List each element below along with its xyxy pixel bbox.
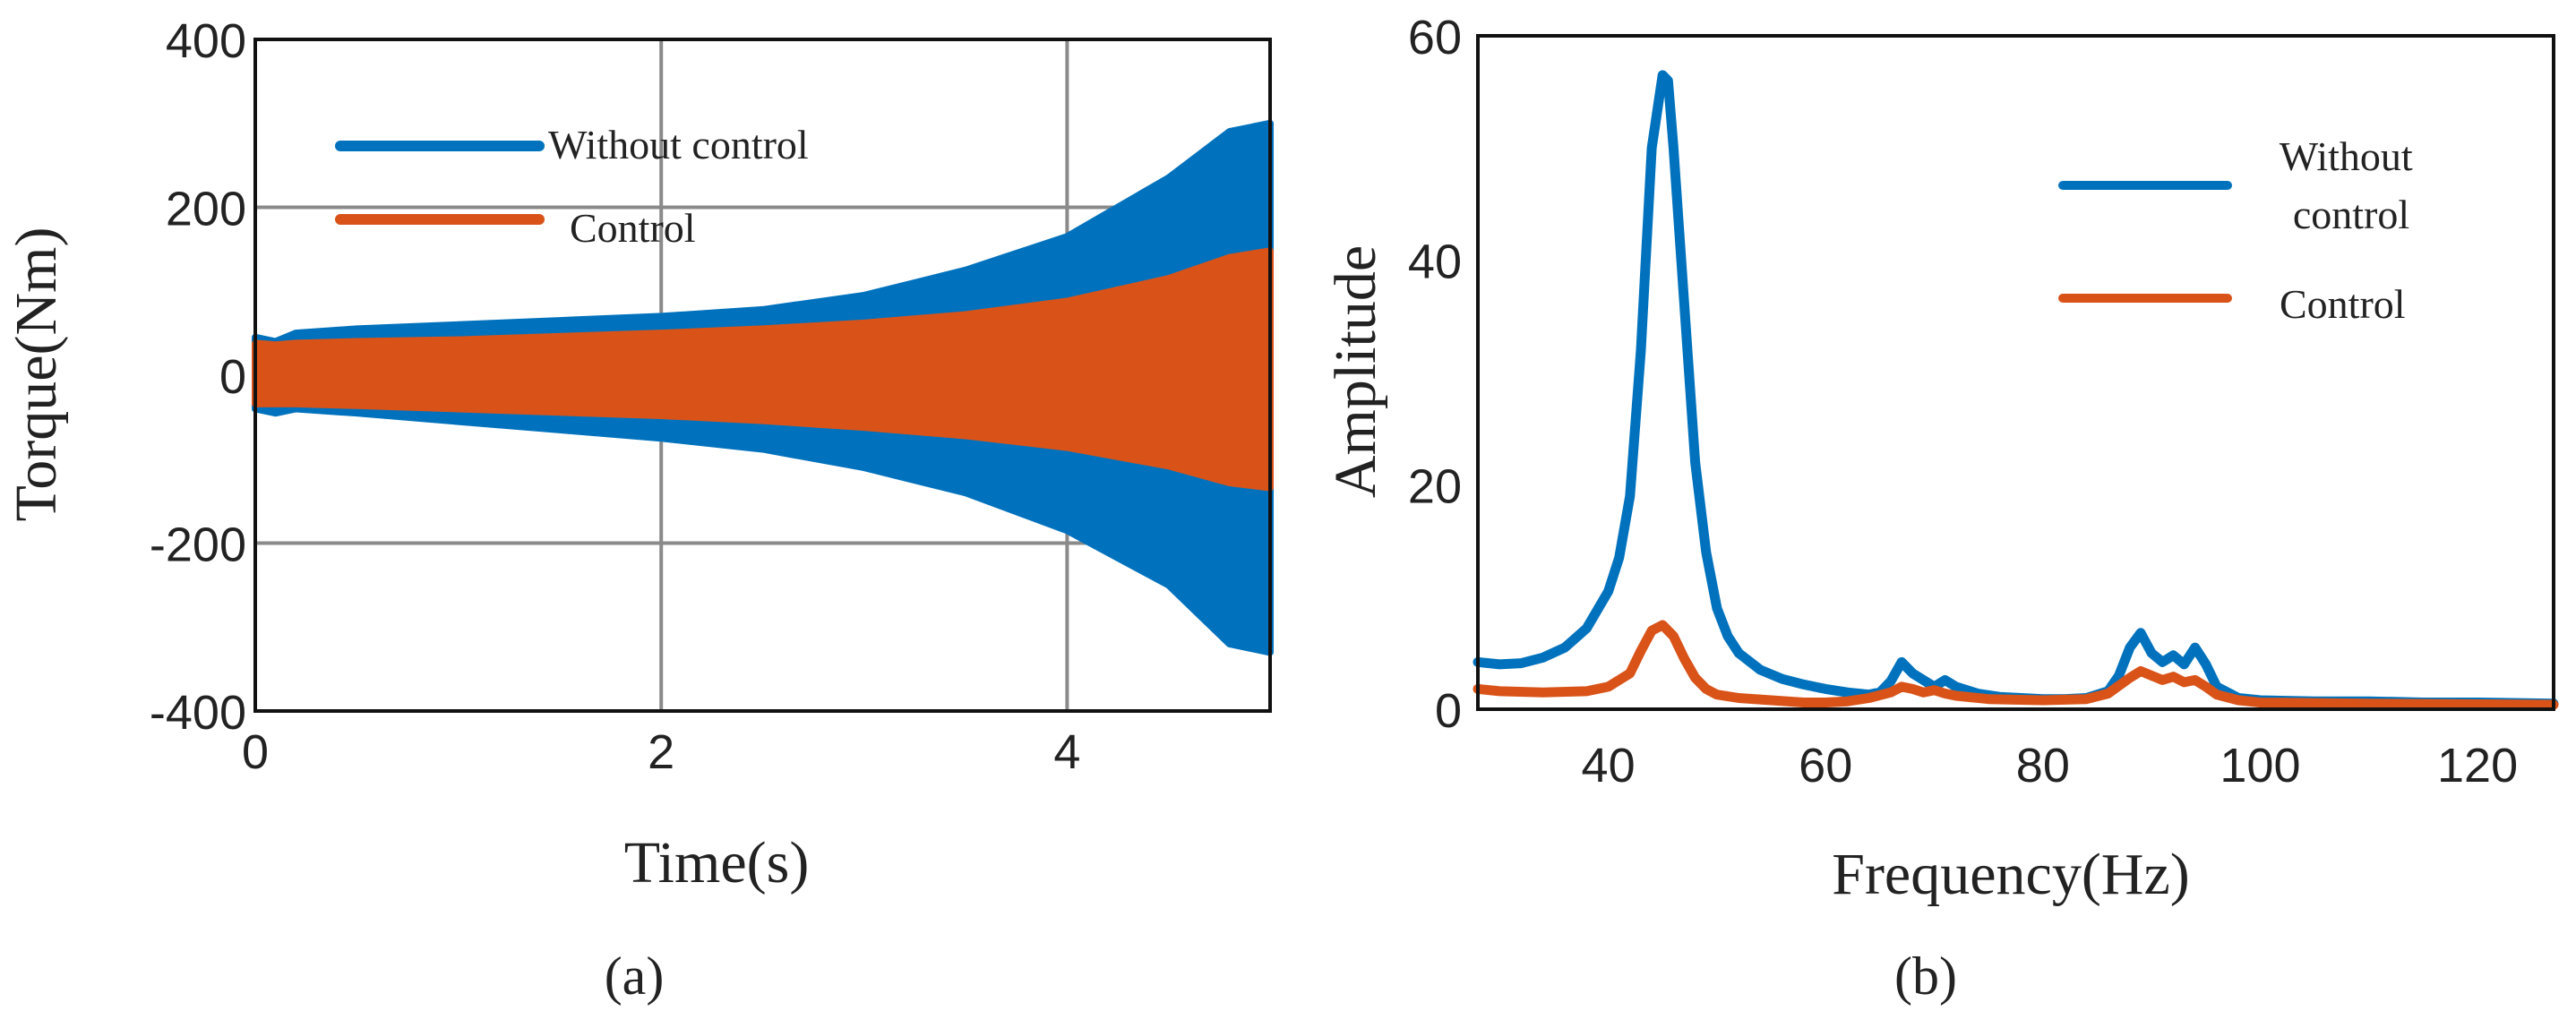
chart-b-x-axis-label: Frequency(Hz) xyxy=(1832,842,2189,907)
chart-b-legend-label-line-1: Without xyxy=(2280,133,2413,179)
chart-b-x-tick-80: 80 xyxy=(2016,739,2070,792)
chart-a: 0 2 4 400 200 0 -200 -400 Time(s) Torque(Nm) (… xyxy=(4,14,1274,1006)
chart-b: 40 60 80 100 120 60 40 20 0 Frequency(Hz) Ampli… xyxy=(1323,11,2559,1006)
chart-a-legend: Without control Control xyxy=(335,122,809,251)
chart-b-series xyxy=(1473,70,2559,710)
chart-a-y-tick-400: 400 xyxy=(166,14,246,68)
chart-a-y-tick-200: 200 xyxy=(166,183,246,236)
chart-b-y-tick-0: 0 xyxy=(1435,684,1462,738)
chart-b-y-tick-20: 20 xyxy=(1408,459,1462,513)
chart-b-series-without-control xyxy=(1473,70,2559,709)
chart-b-panel-label: (b) xyxy=(1894,947,1957,1006)
chart-a-series xyxy=(252,119,1274,656)
chart-a-panel-label: (a) xyxy=(605,947,665,1006)
chart-b-x-tick-120: 120 xyxy=(2437,739,2518,792)
chart-a-x-axis-label: Time(s) xyxy=(624,830,810,895)
chart-a-y-ticks: 400 200 0 -200 -400 xyxy=(150,14,246,740)
chart-b-legend: Without control Control xyxy=(2058,133,2423,327)
chart-b-x-tick-40: 40 xyxy=(1582,739,1636,792)
chart-a-x-tick-4: 4 xyxy=(1053,725,1080,779)
chart-a-legend-label-control: Control xyxy=(570,205,696,251)
chart-b-y-tick-40: 40 xyxy=(1408,236,1462,289)
chart-b-legend-label-control: Control xyxy=(2280,281,2406,327)
chart-a-y-tick-200: -200 xyxy=(150,518,246,572)
chart-b-legend-label-without-control: Without control xyxy=(2280,133,2423,237)
chart-a-x-tick-2: 2 xyxy=(648,725,674,779)
chart-a-legend-label-without-control: Without control xyxy=(548,122,809,167)
chart-b-legend-label-line-2: control xyxy=(2293,192,2409,237)
chart-a-y-tick-400: -400 xyxy=(150,686,246,740)
chart-b-y-ticks: 60 40 20 0 xyxy=(1408,11,1462,738)
chart-a-y-tick-0: 0 xyxy=(219,350,246,404)
chart-b-y-axis-label: Amplitude xyxy=(1323,245,1388,498)
chart-b-y-tick-60: 60 xyxy=(1408,11,1462,64)
chart-b-x-tick-60: 60 xyxy=(1799,739,1852,792)
chart-a-x-tick-0: 0 xyxy=(242,725,269,779)
chart-b-series-control xyxy=(1473,620,2559,710)
chart-b-x-ticks: 40 60 80 100 120 xyxy=(1582,739,2519,792)
chart-a-plot-frame xyxy=(253,38,1272,713)
chart-a-x-ticks: 0 2 4 xyxy=(242,725,1080,779)
chart-b-plot-frame xyxy=(1476,34,2555,711)
chart-a-y-axis-label: Torque(Nm) xyxy=(4,227,69,522)
chart-b-x-tick-100: 100 xyxy=(2220,739,2300,792)
